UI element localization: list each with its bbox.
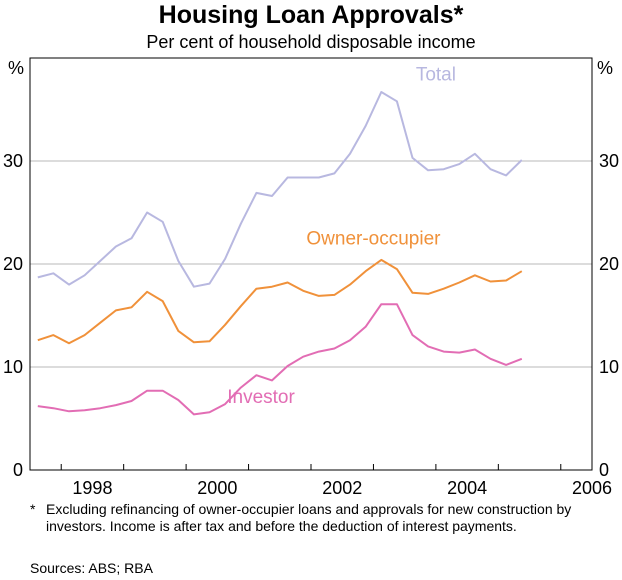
series-line-investor [37, 303, 523, 416]
series-labels: Total Owner-occupier Investor [227, 65, 456, 408]
x-tick-2004: 2004 [447, 478, 487, 498]
y-tick-right-0: 0 [599, 460, 609, 480]
y-tick-left-0: 0 [13, 460, 23, 480]
x-tick-1998: 1998 [72, 478, 112, 498]
y-tick-right-10: 10 [599, 357, 619, 377]
series-label-owner-occupier: Owner-occupier [306, 228, 441, 249]
x-tick-2006: 2006 [572, 478, 612, 498]
series-lines [37, 91, 523, 416]
y-tick-right-30: 30 [599, 151, 619, 171]
sources: Sources: ABS; RBA [30, 560, 153, 576]
x-tick-2002: 2002 [322, 478, 362, 498]
footnote-marker: * [30, 501, 36, 517]
x-axis: 1998 2000 2002 2004 2006 [60, 464, 612, 498]
chart-subtitle: Per cent of household disposable income [146, 32, 476, 52]
chart-title: Housing Loan Approvals* [158, 1, 464, 29]
x-tick-2000: 2000 [197, 478, 237, 498]
y-axis-right: 0 10 20 30 [599, 151, 619, 480]
series-line-owner-occupier [37, 258, 523, 345]
y-axis-label-left: % [8, 58, 24, 78]
y-axis-left: 0 10 20 30 [3, 151, 23, 480]
y-tick-right-20: 20 [599, 254, 619, 274]
y-axis-label-right: % [597, 58, 613, 78]
series-label-total: Total [416, 65, 456, 86]
line-chart: Total Owner-occupier Investor 0 10 20 30 0 10 2… [3, 57, 619, 498]
series-label-investor: Investor [227, 387, 295, 408]
footnote: * Excluding refinancing of owner-occupie… [30, 501, 600, 535]
footnote-text: Excluding refinancing of owner-occupier … [46, 501, 572, 534]
y-tick-left-20: 20 [3, 254, 23, 274]
y-tick-left-30: 30 [3, 151, 23, 171]
grid-lines [30, 160, 592, 368]
y-tick-left-10: 10 [3, 357, 23, 377]
series-line-total [37, 91, 523, 288]
